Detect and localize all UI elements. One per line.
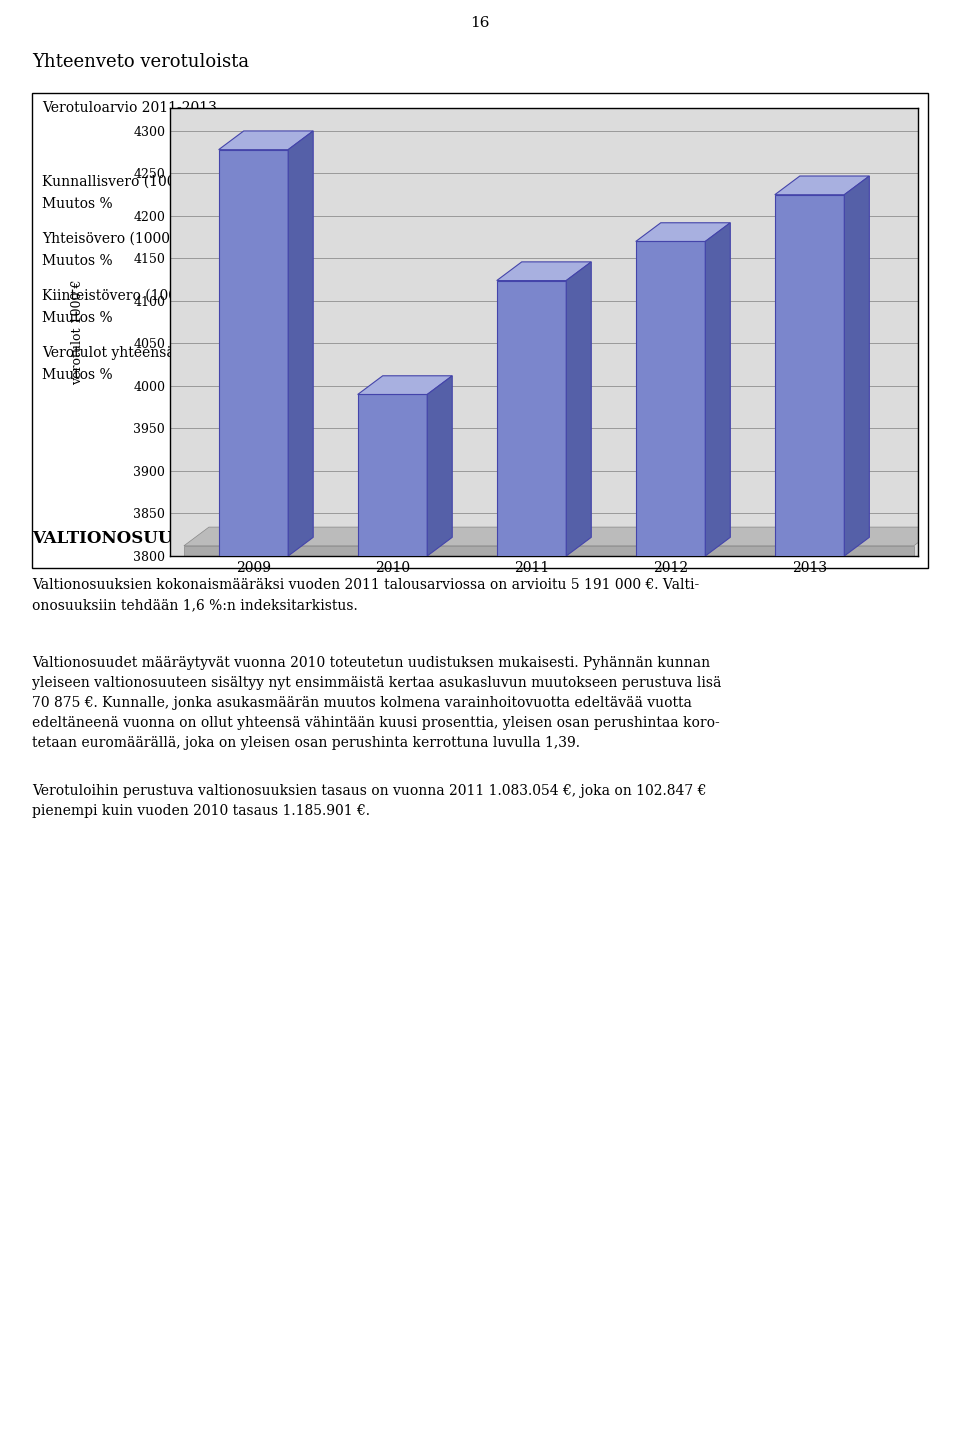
Polygon shape <box>358 394 427 557</box>
Polygon shape <box>844 175 870 557</box>
Text: 250: 250 <box>667 289 693 303</box>
Polygon shape <box>496 262 591 280</box>
Polygon shape <box>566 262 591 557</box>
Text: 3300: 3300 <box>463 175 497 188</box>
Text: 475: 475 <box>357 232 383 246</box>
Text: 1,52: 1,52 <box>564 197 595 211</box>
Text: 1,47: 1,47 <box>775 197 805 211</box>
Text: -5,26: -5,26 <box>463 255 497 267</box>
Text: 0,00: 0,00 <box>775 311 805 325</box>
Polygon shape <box>427 375 452 557</box>
Text: 0,96: 0,96 <box>775 255 805 267</box>
Text: 3,36: 3,36 <box>564 368 595 383</box>
Text: 15,60: 15,60 <box>350 255 390 267</box>
Text: 16: 16 <box>470 16 490 30</box>
Text: Verotuloihin perustuva valtionosuuksien tasaus on vuonna 2011 1.083.054 €, joka : Verotuloihin perustuva valtionosuuksien … <box>32 784 707 818</box>
Polygon shape <box>288 131 313 557</box>
Text: 1,12: 1,12 <box>664 368 695 383</box>
Polygon shape <box>775 175 870 194</box>
Text: 250: 250 <box>566 289 593 303</box>
Text: 16,44: 16,44 <box>560 255 600 267</box>
Text: 2012: 2012 <box>662 145 698 160</box>
Polygon shape <box>706 223 731 557</box>
Text: 4,17: 4,17 <box>564 311 595 325</box>
Text: Verotulot yhteensä: Verotulot yhteensä <box>42 347 175 360</box>
Text: 3350: 3350 <box>563 175 597 188</box>
Text: 250: 250 <box>777 289 804 303</box>
Text: 2009: 2009 <box>352 145 388 160</box>
Text: Verotuloarvio 2011-2013: Verotuloarvio 2011-2013 <box>42 101 217 115</box>
Text: -7,72: -7,72 <box>462 197 498 211</box>
Polygon shape <box>184 546 914 557</box>
Text: VALTIONOSUUDET: VALTIONOSUUDET <box>32 531 212 546</box>
Text: 3576: 3576 <box>352 175 388 188</box>
Polygon shape <box>358 375 452 394</box>
Text: Yhteenveto verotuloista: Yhteenveto verotuloista <box>32 53 250 70</box>
Polygon shape <box>636 242 706 557</box>
Text: Muutos %: Muutos % <box>42 311 112 325</box>
Text: 4225: 4225 <box>773 347 807 360</box>
Text: -0,76: -0,76 <box>662 255 698 267</box>
Text: -2,00: -2,00 <box>352 368 388 383</box>
Text: 525: 525 <box>777 232 804 246</box>
Text: Yhteisövero (1000 €): Yhteisövero (1000 €) <box>42 232 188 246</box>
Text: 5,73: 5,73 <box>465 311 495 325</box>
Y-axis label: verotulot 1000 €: verotulot 1000 € <box>71 279 84 385</box>
Text: 1,49: 1,49 <box>664 197 695 211</box>
Text: 3990: 3990 <box>463 347 497 360</box>
Text: 2013: 2013 <box>773 145 807 160</box>
Text: Muutos %: Muutos % <box>42 197 112 211</box>
Text: Muutos %: Muutos % <box>42 368 112 383</box>
Text: Valtionosuuksien kokonaismääräksi vuoden 2011 talousarviossa on arvioitu 5 191 0: Valtionosuuksien kokonaismääräksi vuoden… <box>32 578 699 613</box>
Polygon shape <box>219 131 313 150</box>
Text: 0,00: 0,00 <box>664 311 695 325</box>
Text: 524: 524 <box>566 232 593 246</box>
Text: Kunnallisvero (1000 €): Kunnallisvero (1000 €) <box>42 175 203 188</box>
Polygon shape <box>496 280 566 557</box>
Text: 2011: 2011 <box>563 145 598 160</box>
Text: 3,70: 3,70 <box>354 311 385 325</box>
Bar <box>32 93 928 568</box>
Polygon shape <box>184 528 939 546</box>
Text: Kiinteistövero (1000 €): Kiinteistövero (1000 €) <box>42 289 204 303</box>
Text: Valtionosuudet määräytyvät vuonna 2010 toteutetun uudistuksen mukaisesti. Pyhänn: Valtionosuudet määräytyvät vuonna 2010 t… <box>32 656 721 751</box>
Polygon shape <box>636 223 731 242</box>
Text: 1,32: 1,32 <box>775 368 805 383</box>
Text: 227: 227 <box>357 289 383 303</box>
Text: 4124: 4124 <box>563 347 598 360</box>
Text: 3450: 3450 <box>773 175 807 188</box>
Text: 4170: 4170 <box>662 347 698 360</box>
Text: 3400: 3400 <box>662 175 698 188</box>
Text: 240: 240 <box>467 289 493 303</box>
Text: -6,73: -6,73 <box>463 368 497 383</box>
Text: 4278: 4278 <box>352 347 388 360</box>
Polygon shape <box>775 194 844 557</box>
Text: 520: 520 <box>667 232 693 246</box>
Text: 2010: 2010 <box>463 145 497 160</box>
Polygon shape <box>219 150 288 557</box>
Text: 0,00: 0,00 <box>354 197 385 211</box>
Text: Muutos %: Muutos % <box>42 255 112 267</box>
Text: 450: 450 <box>467 232 493 246</box>
